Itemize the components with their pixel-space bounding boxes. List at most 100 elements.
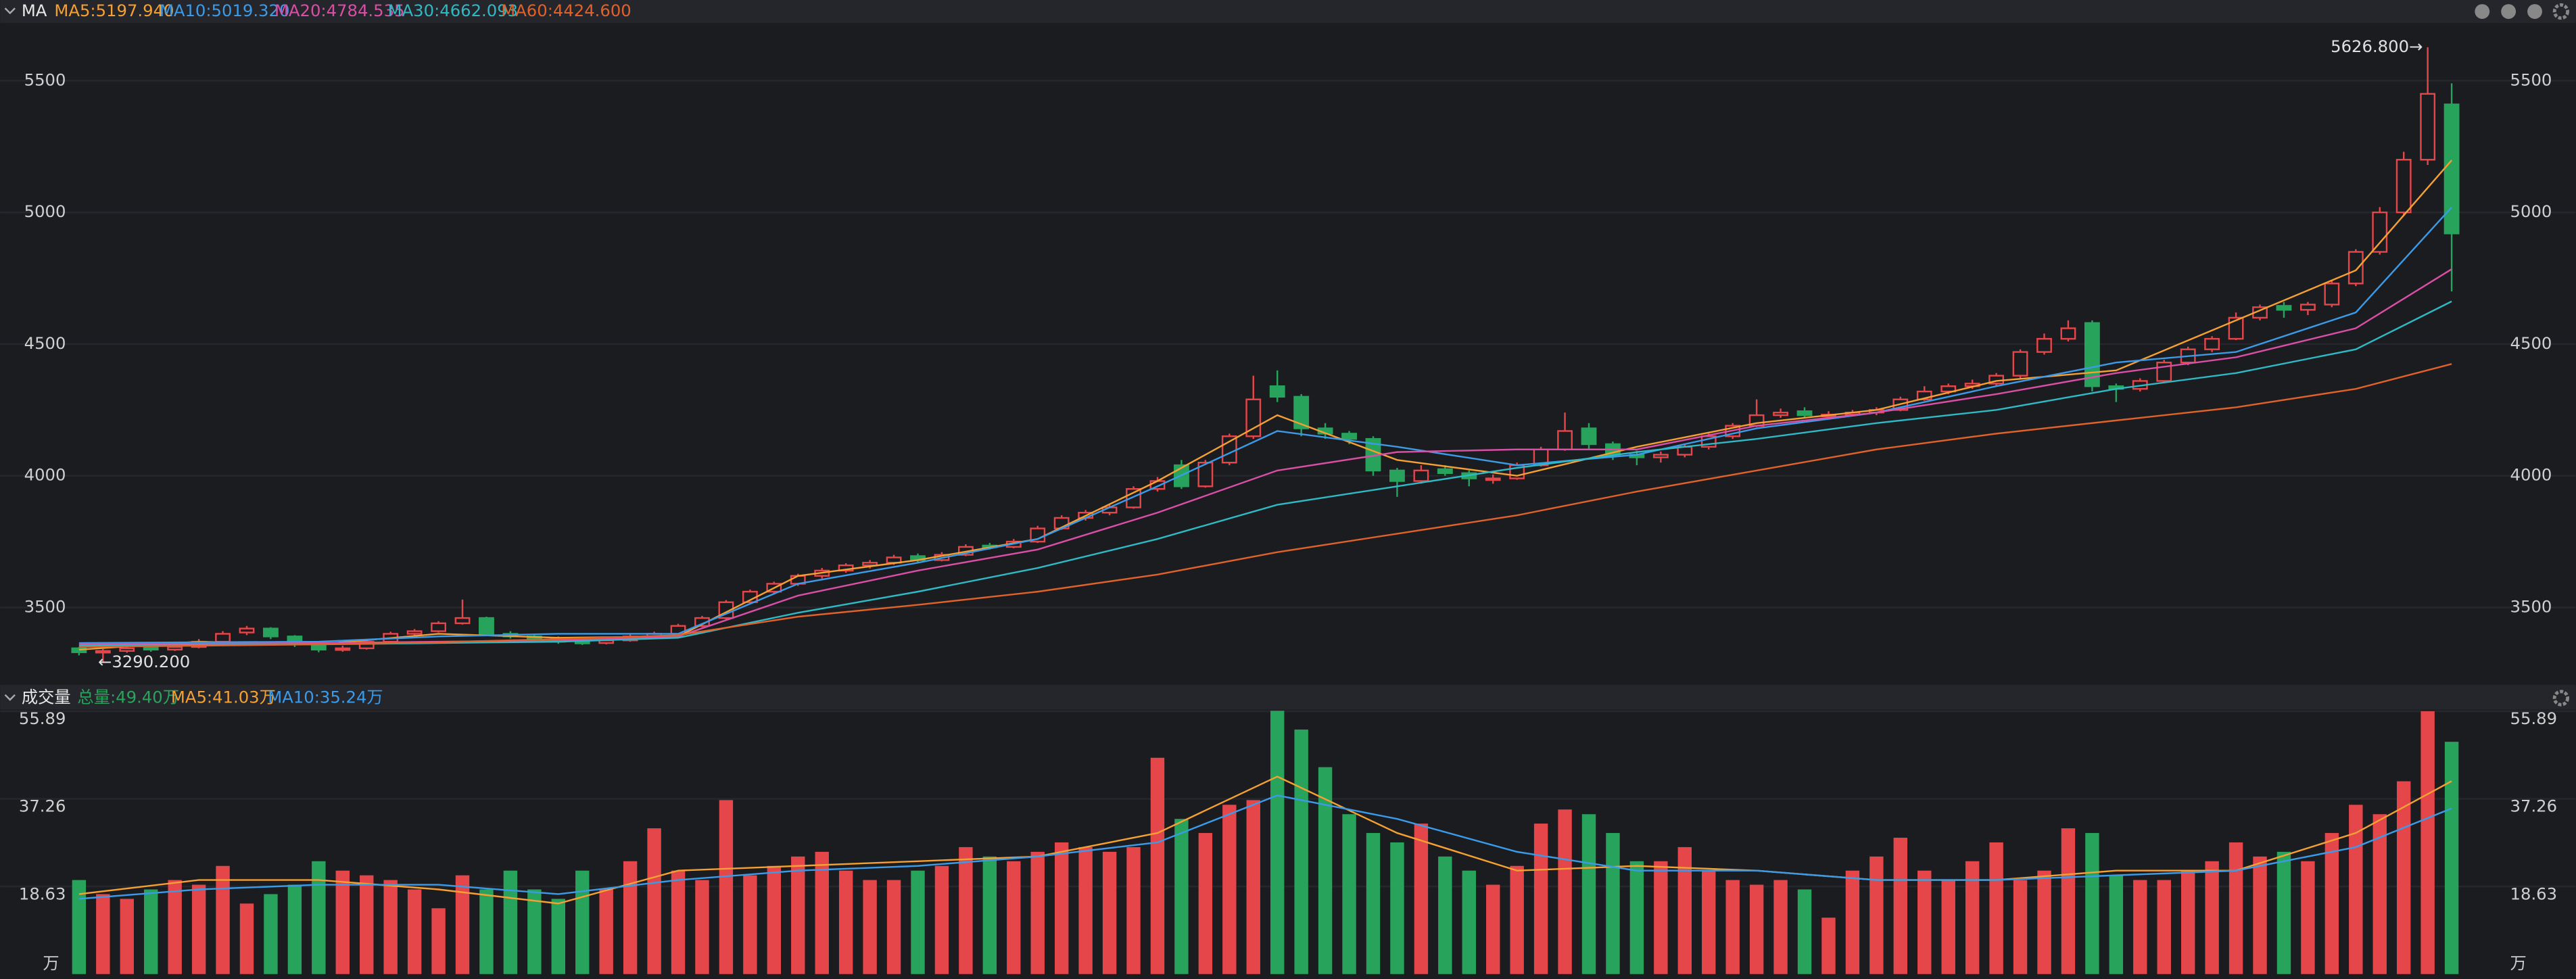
settings-button[interactable] <box>2552 3 2570 20</box>
volume-header <box>0 685 2576 710</box>
candle-body <box>1269 385 1285 398</box>
min-annotation: ←3290.200 <box>98 652 190 671</box>
candle-body <box>2395 158 2412 214</box>
volume-bar <box>863 880 877 974</box>
volume-bar <box>671 870 686 974</box>
volume-bar <box>335 870 350 974</box>
volume-bar <box>383 880 398 974</box>
volume-bar <box>767 865 782 974</box>
legend-entry: MA20:4784.535 <box>275 1 405 20</box>
candle-body <box>2204 337 2220 350</box>
close-button[interactable] <box>2527 4 2542 19</box>
volume-total: 总量:49.40万 <box>77 688 179 707</box>
candle-body <box>143 646 159 651</box>
candle-body <box>2300 304 2316 311</box>
candle-body <box>2347 251 2364 285</box>
volume-bar <box>623 861 638 974</box>
volume-bar <box>2444 742 2459 974</box>
legend-entry: MA5:5197.940 <box>54 1 174 20</box>
volume-bar <box>1510 865 1524 974</box>
candle-body <box>335 647 351 651</box>
candle-body <box>574 640 590 644</box>
candle-body <box>694 617 710 627</box>
candle-body <box>431 622 446 632</box>
y-tick-label: 4000 <box>2510 465 2552 485</box>
settings-button[interactable] <box>2552 690 2570 707</box>
volume-bar <box>1438 856 1452 974</box>
volume-bar <box>1294 730 1308 974</box>
candle-body <box>406 630 423 635</box>
max-annotation: 5626.800→ <box>2331 37 2423 56</box>
volume-bar <box>551 899 566 974</box>
volume-bar <box>2180 870 2195 974</box>
candle-body <box>2060 327 2076 340</box>
volume-bar <box>838 870 853 974</box>
volume-bar <box>575 870 590 974</box>
volume-bar <box>2133 880 2147 974</box>
candle-body <box>71 647 87 653</box>
volume-bar <box>1342 814 1356 974</box>
volume-bar <box>1414 823 1429 974</box>
minus-button[interactable] <box>2475 4 2490 19</box>
y-tick-label: 5500 <box>2510 70 2552 89</box>
volume-bar <box>527 889 542 974</box>
volume-bar <box>1869 856 1884 974</box>
volume-bar <box>2420 711 2435 974</box>
collapse-icon[interactable] <box>4 7 16 15</box>
volume-bar <box>791 856 805 974</box>
volume-bar <box>1030 851 1045 974</box>
volume-unit: 万 <box>2510 953 2527 973</box>
volume-bar <box>1198 833 1213 974</box>
volume-bar <box>168 880 182 974</box>
volume-bar <box>959 846 973 974</box>
candle-body <box>2084 322 2100 387</box>
volume-bar <box>1965 861 1980 974</box>
ma-line <box>78 794 2452 900</box>
volume-bar <box>934 865 949 974</box>
y-tick-label: 37.26 <box>19 796 66 816</box>
volume-bar <box>2372 814 2387 974</box>
volume-bar <box>2301 861 2315 974</box>
volume-bar <box>120 899 134 974</box>
volume-bar <box>1702 870 1716 974</box>
volume-bar <box>431 908 446 974</box>
volume-bar <box>216 865 230 974</box>
candle-body <box>1485 477 1501 481</box>
volume-bar <box>144 889 158 974</box>
volume-bar <box>2253 856 2267 974</box>
volume-bar <box>1558 809 1572 974</box>
price-title: MA <box>22 1 47 20</box>
candle-body <box>1916 390 1932 400</box>
candle-body <box>119 647 135 652</box>
volume-bar <box>1126 846 1141 974</box>
volume-bar <box>1677 846 1692 974</box>
candle-body <box>2324 283 2340 306</box>
candle-body <box>215 633 231 643</box>
legend-entry: MA5:41.03万 <box>171 688 276 707</box>
volume-bar <box>2157 880 2171 974</box>
volume-bar <box>1941 880 1955 974</box>
candle-body <box>2276 305 2292 311</box>
candle-body <box>1581 427 1597 446</box>
plus-button[interactable] <box>2501 4 2517 19</box>
candle-body <box>1221 435 1237 464</box>
volume-bar <box>911 870 925 974</box>
volume-bar <box>1366 833 1381 974</box>
volume-bar <box>1581 814 1596 974</box>
ma-line <box>78 363 2452 648</box>
volume-bar <box>1629 861 1644 974</box>
ma-line <box>78 300 2452 647</box>
candle-body <box>2036 337 2052 353</box>
collapse-icon[interactable] <box>4 694 16 701</box>
volume-bar <box>72 880 87 974</box>
volume-bar <box>2085 833 2099 974</box>
volume-title: 成交量 <box>22 688 71 707</box>
volume-bar <box>2037 870 2051 974</box>
volume-bar <box>2205 861 2219 974</box>
volume-bar <box>1246 800 1260 974</box>
legend-entry: MA30:4662.093 <box>388 1 519 20</box>
volume-bar <box>1390 842 1404 974</box>
volume-bar <box>264 894 278 974</box>
